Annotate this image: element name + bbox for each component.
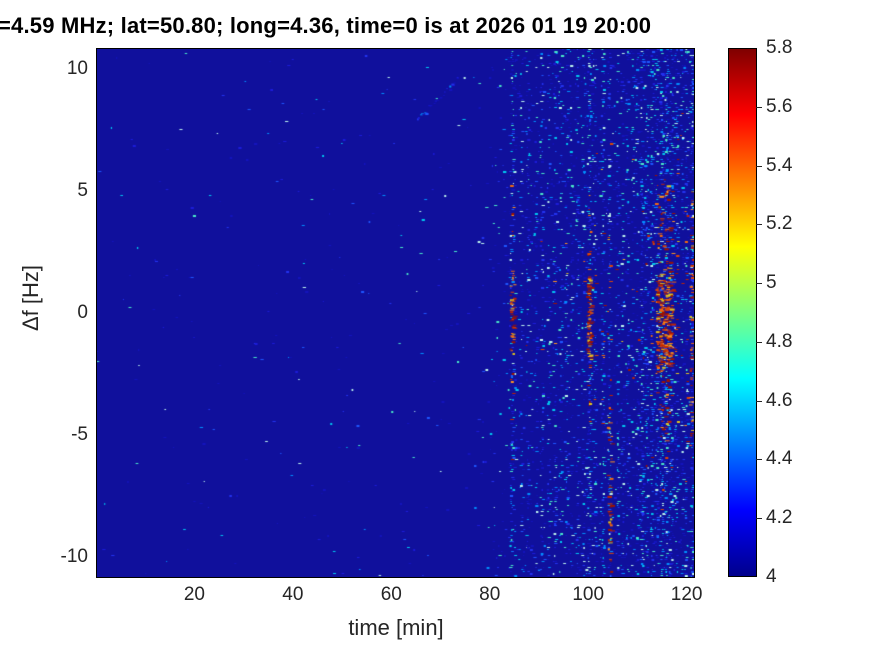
colorbar-tick-label: 5.4 — [766, 154, 793, 176]
spectrogram-canvas — [97, 49, 694, 577]
colorbar-tick-mark — [756, 459, 762, 461]
colorbar-tick-label: 5.8 — [766, 37, 793, 58]
colorbar-tick-mark — [756, 106, 762, 108]
colorbar-tick-label: 4.2 — [766, 507, 793, 529]
y-tick-label: 5 — [77, 179, 88, 201]
x-tick-label: 80 — [479, 584, 501, 605]
y-axis-label: Δf [Hz] — [18, 264, 43, 332]
colorbar-tick-mark — [756, 518, 762, 520]
x-tick-label: 100 — [572, 584, 605, 605]
colorbar-tick-mark — [756, 165, 762, 167]
colorbar-tick-label: 4.4 — [766, 448, 793, 470]
chart-title: =4.59 MHz; lat=50.80; long=4.36, time=0 … — [0, 13, 652, 38]
colorbar-tick-label: 4.6 — [766, 389, 793, 411]
x-tick-label: 60 — [380, 584, 402, 605]
colorbar — [728, 48, 757, 577]
x-axis-label: time [min] — [348, 615, 444, 640]
x-tick-label: 20 — [183, 584, 206, 605]
colorbar-tick-label: 5.2 — [766, 213, 793, 235]
colorbar-tick-label: 4 — [766, 566, 777, 587]
y-tick-label: 10 — [66, 57, 88, 79]
plot-frame — [96, 48, 695, 578]
y-tick-label: -10 — [60, 546, 88, 567]
colorbar-tick-mark — [756, 341, 762, 343]
colorbar-tick-mark — [756, 283, 762, 285]
y-tick-label: -5 — [71, 424, 88, 445]
colorbar-tick-label: 5 — [766, 272, 777, 294]
colorbar-tick-label: 4.8 — [766, 330, 793, 352]
colorbar-tick-mark — [756, 224, 762, 226]
colorbar-tick-label: 5.6 — [766, 95, 793, 117]
colorbar-tick-mark — [756, 400, 762, 402]
x-tick-label: 120 — [670, 584, 703, 605]
y-tick-label: 0 — [77, 302, 88, 323]
x-tick-label: 40 — [282, 584, 304, 605]
